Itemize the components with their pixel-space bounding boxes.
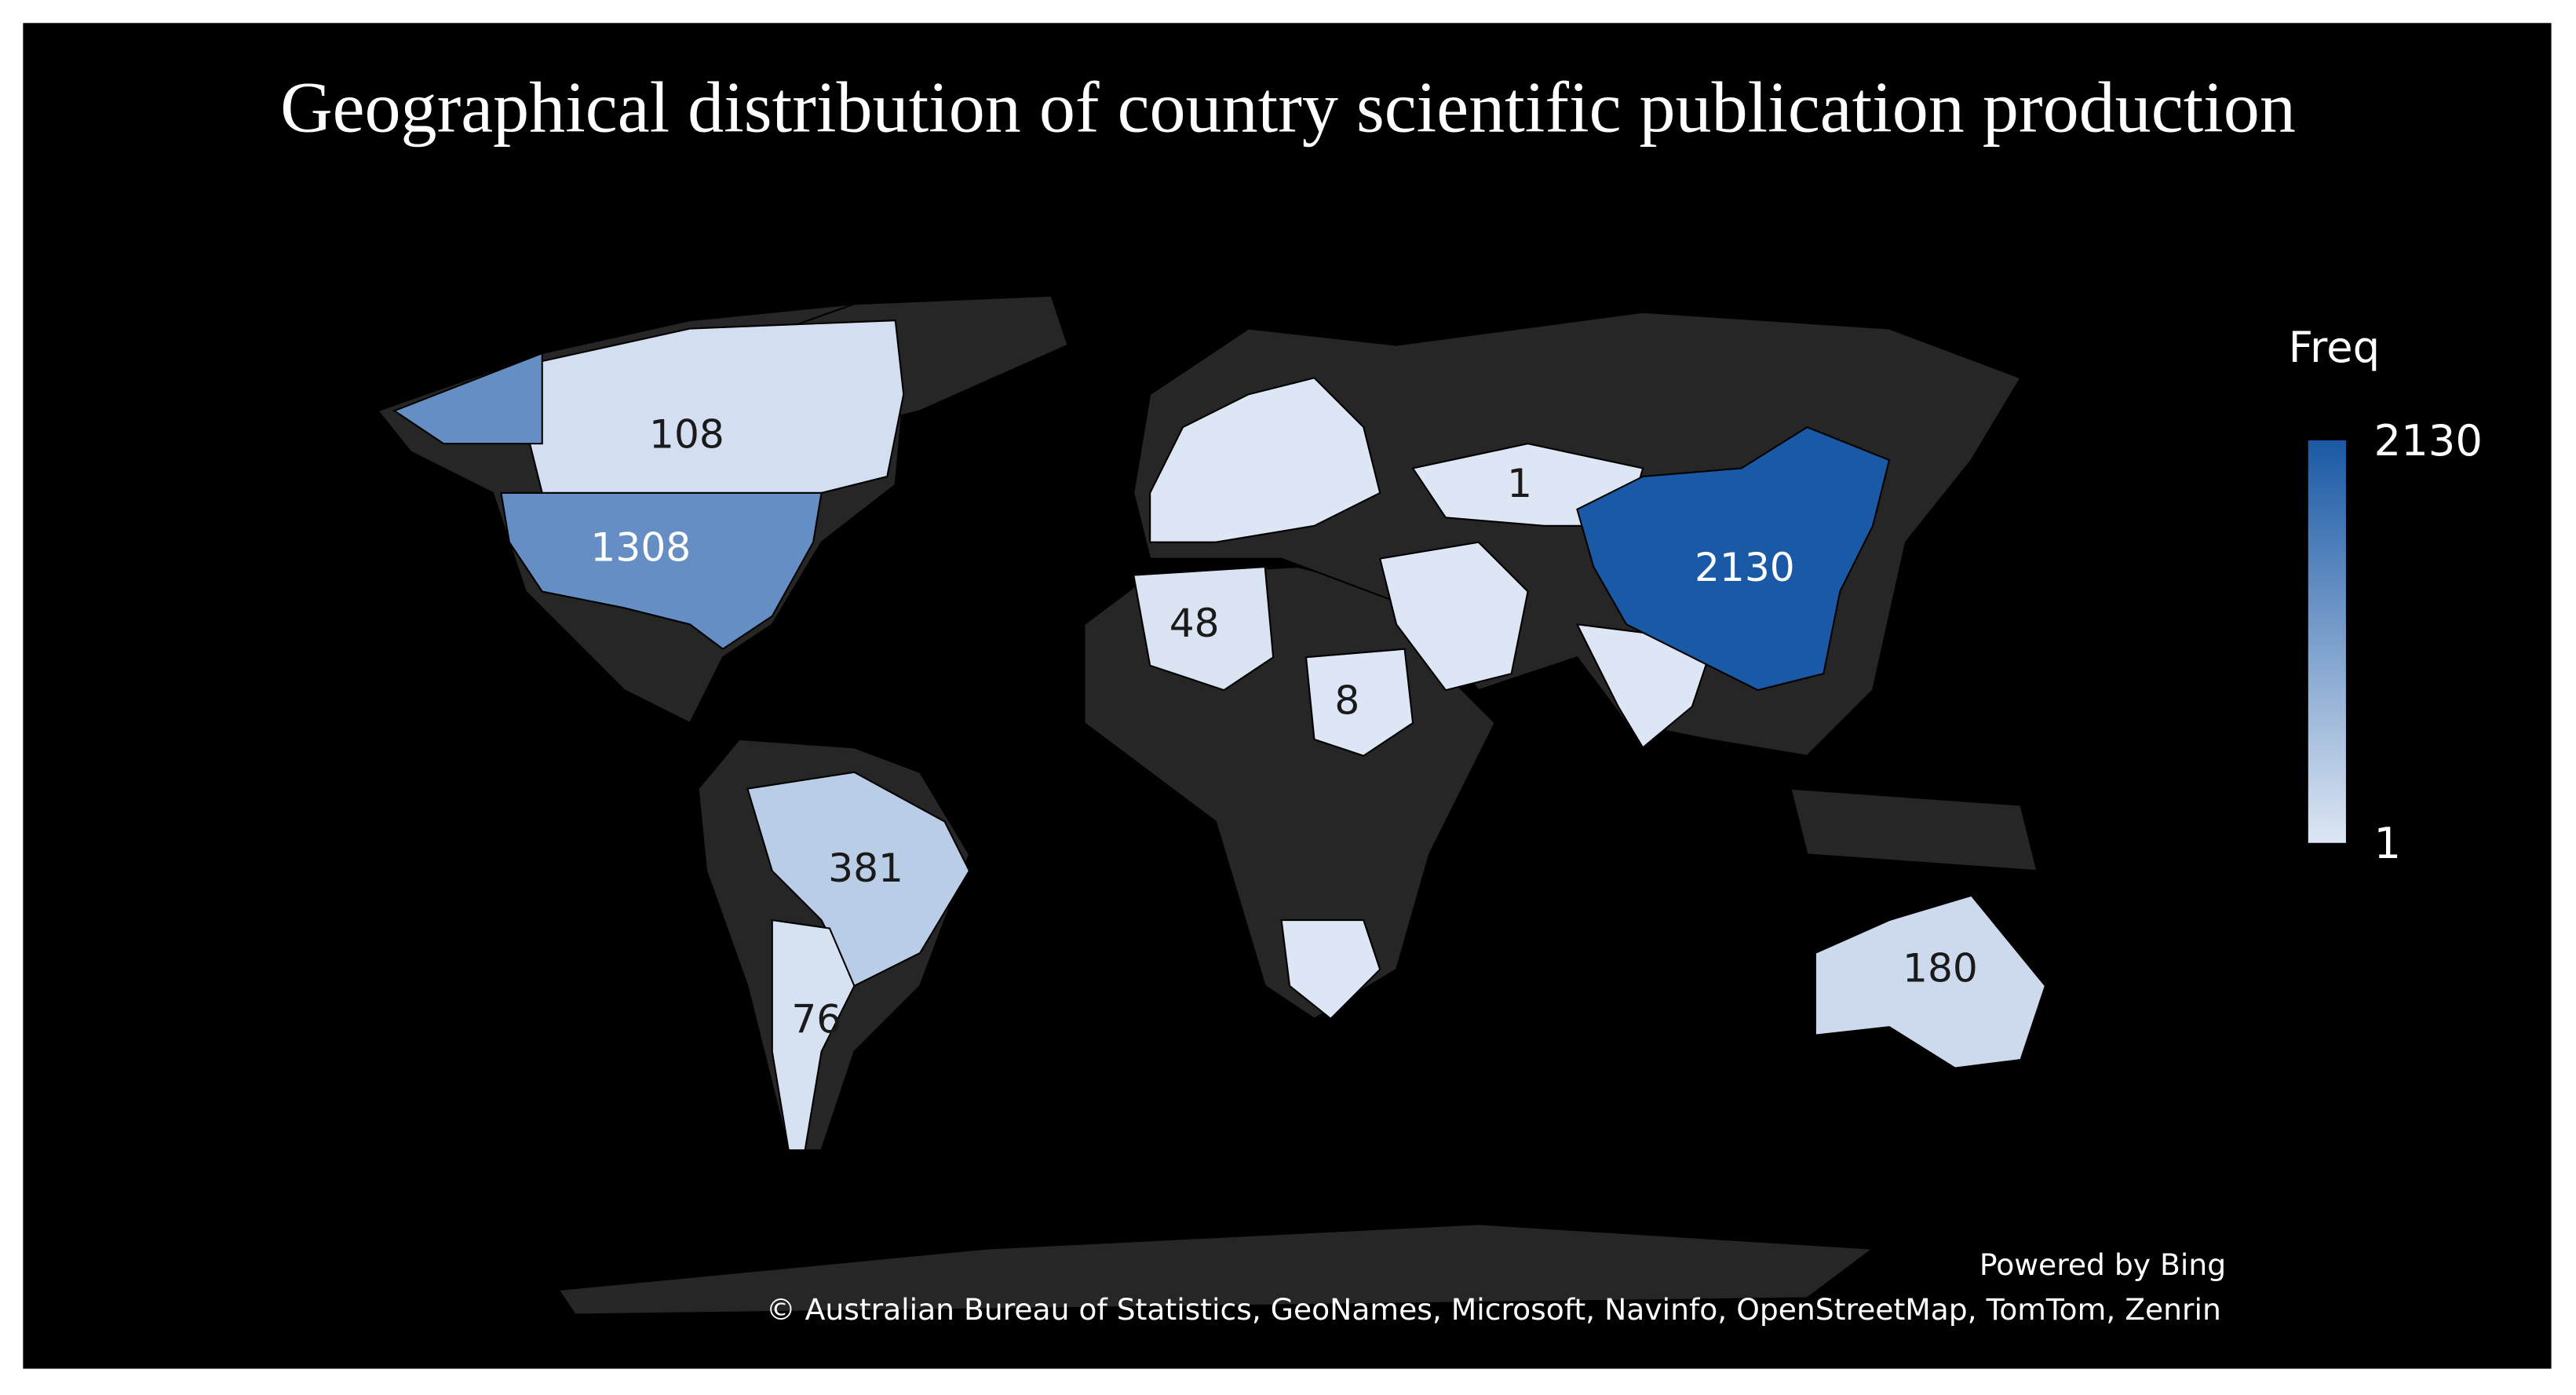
other-countries: [1149, 377, 1710, 1021]
value-label: 180: [1903, 944, 1978, 991]
country-middle-east: [1378, 541, 1529, 692]
value-label: 108: [649, 411, 724, 457]
country: [1133, 565, 1275, 692]
value-label: 381: [828, 845, 903, 891]
countries: 108 1308 381 76 48 8 1 2130 180: [392, 320, 2047, 1152]
land-antarctica: [556, 1223, 1876, 1316]
value-label: 48: [1169, 600, 1220, 646]
country: [1576, 426, 1891, 692]
country: [524, 320, 905, 494]
country: [1304, 648, 1414, 757]
value-label: 1308: [590, 524, 691, 571]
title-box: Geographical distribution of country sci…: [280, 67, 2296, 148]
country: [1814, 894, 2047, 1069]
attribution-powered: Powered by Bing: [1979, 1247, 2226, 1282]
land-indonesia: [1790, 787, 2038, 872]
legend-title: Freq: [2289, 322, 2381, 372]
attribution-sources: © Australian Bureau of Statistics, GeoNa…: [766, 1292, 2221, 1327]
country: [771, 918, 856, 1152]
chart-title: Geographical distribution of country sci…: [280, 67, 2296, 148]
country-southern-africa: [1280, 919, 1381, 1021]
legend-min-label: 1: [2374, 818, 2402, 868]
value-label: 2130: [1695, 544, 1795, 590]
value-label: 1: [1507, 460, 1532, 506]
country-europe: [1149, 377, 1381, 543]
country: [392, 352, 823, 651]
value-label: 8: [1334, 677, 1359, 723]
legend-scale: [2308, 440, 2346, 843]
country: [746, 771, 971, 988]
value-label: 76: [791, 995, 841, 1042]
legend-max-label: 2130: [2374, 415, 2483, 466]
